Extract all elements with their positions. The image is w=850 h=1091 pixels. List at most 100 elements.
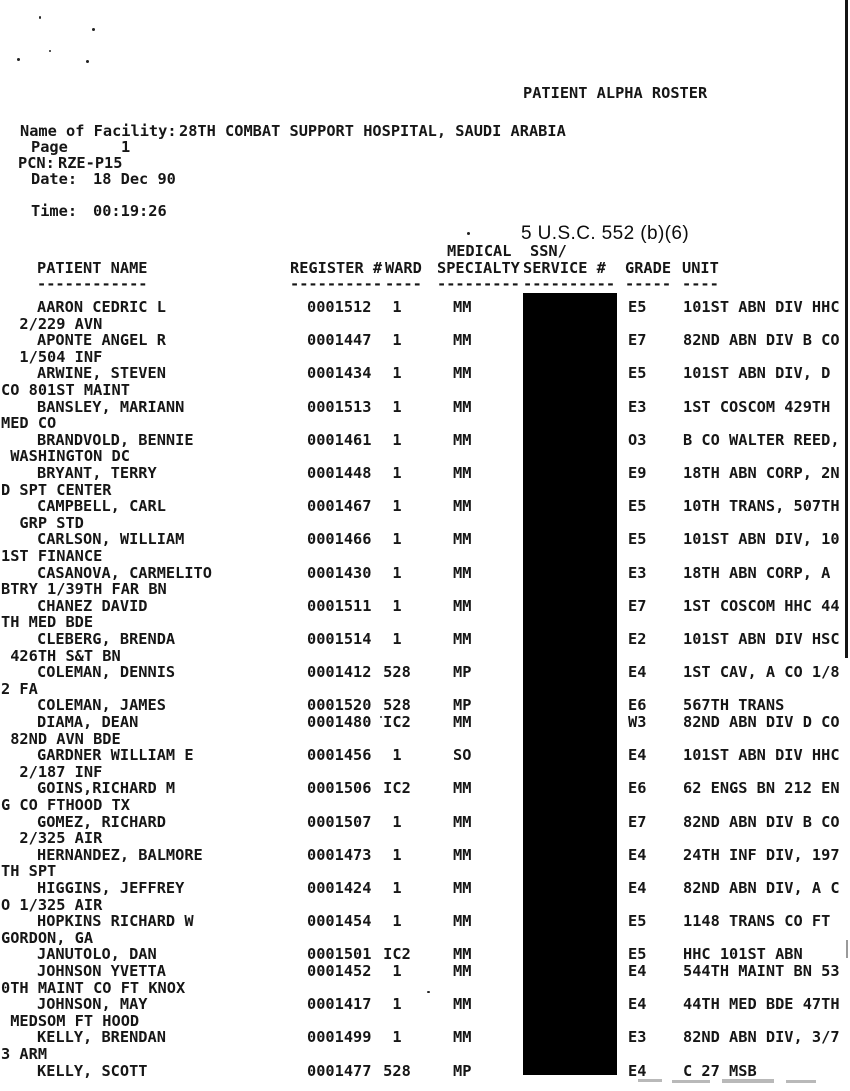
- roster-row-continuation: CO 801ST MAINT: [0, 382, 850, 400]
- unit-cell: 101ST ABN DIV HHC: [683, 298, 840, 316]
- unit-continuation-cell: GORDON, GA: [1, 929, 94, 947]
- register-number-cell: 0001511: [307, 597, 372, 615]
- patient-name-cell: KELLY, SCOTT: [37, 1062, 148, 1080]
- roster-row-continuation: 2/229 AVN: [0, 315, 850, 334]
- patient-name-cell: COLEMAN, DENNIS: [37, 663, 176, 681]
- time-label: Time:: [31, 202, 78, 220]
- roster-row: AARON CEDRIC L 0001512 1 MM E5 101ST ABN DIV …: [0, 298, 850, 317]
- unit-continuation-cell: MED CO: [1, 414, 57, 432]
- unit-cell: 101ST ABN DIV HHC: [683, 746, 840, 764]
- medical-specialty-cell: MM: [453, 995, 472, 1013]
- ward-cell: 1: [392, 879, 402, 897]
- patient-name-cell: APONTE ANGEL R: [37, 331, 166, 349]
- grade-cell: E4: [628, 846, 647, 864]
- register-number-cell: 0001501: [307, 945, 372, 963]
- ward-cell: 528: [383, 663, 411, 681]
- grade-cell: E4: [628, 962, 647, 980]
- ward-cell: 528: [383, 1062, 411, 1080]
- roster-row: BRYANT, TERRY 0001448 1 MM E9 18TH ABN CORP, …: [0, 464, 850, 483]
- unit-continuation-cell: 2/325 AIR: [1, 829, 103, 847]
- patient-name-cell: GARDNER WILLIAM E: [37, 746, 194, 764]
- unit-cell: 82ND ABN DIV B CO: [683, 331, 840, 349]
- roster-row: DIAMA, DEAN 0001480 IC2 MM W3 82ND ABN DIV D …: [0, 713, 850, 732]
- patient-name-cell: COLEMAN, JAMES: [37, 696, 166, 714]
- register-number-cell: 0001473: [307, 846, 372, 864]
- register-number-cell: 0001512: [307, 298, 372, 316]
- unit-continuation-cell: G CO FTHOOD TX: [1, 796, 130, 814]
- roster-row-continuation: 426TH S&T BN: [0, 648, 850, 666]
- unit-continuation-cell: 3 ARM: [1, 1045, 48, 1063]
- ward-cell: 1: [392, 497, 402, 515]
- medical-specialty-cell: MM: [453, 779, 472, 797]
- unit-cell: 62 ENGS BN 212 EN: [683, 779, 840, 797]
- date-value: 18 Dec 90: [93, 170, 176, 188]
- pcn-value: RZE-P15: [58, 154, 123, 172]
- unit-cell: B CO WALTER REED,: [683, 431, 840, 449]
- unit-cell: 1ST COSCOM 429TH: [683, 398, 831, 416]
- roster-row: HERNANDEZ, BALMORE 0001473 1 MM E4 24TH INF D…: [0, 846, 850, 865]
- unit-continuation-cell: WASHINGTON DC: [1, 447, 130, 465]
- unit-continuation-cell: O 1/325 AIR: [1, 896, 103, 914]
- roster-row-continuation: TH SPT: [0, 862, 850, 881]
- unit-continuation-cell: GRP STD: [1, 514, 84, 532]
- roster-row-continuation: MED CO: [0, 414, 850, 433]
- grade-cell: E3: [628, 398, 647, 416]
- unit-continuation-cell: TH SPT: [1, 862, 57, 880]
- unit-continuation-cell: 2/229 AVN: [1, 315, 103, 333]
- register-number-cell: 0001424: [307, 879, 372, 897]
- ward-cell: IC2: [383, 713, 411, 731]
- roster-row-continuation: MEDSOM FT HOOD: [0, 1013, 850, 1031]
- ward-cell: 1: [392, 431, 402, 449]
- scan-smudge: [672, 1080, 710, 1083]
- medical-specialty-cell: MP: [453, 696, 472, 714]
- grade-cell: E5: [628, 298, 647, 316]
- roster-row-continuation: GORDON, GA: [0, 929, 850, 948]
- ward-cell: IC2: [383, 945, 411, 963]
- medical-specialty-cell: MM: [453, 630, 472, 648]
- roster-row-continuation: D SPT CENTER: [0, 482, 850, 500]
- roster-row: KELLY, SCOTT 0001477 528 MP E4 C 27 MSB: [0, 1062, 850, 1081]
- unit-cell: 82ND ABN DIV, A C: [683, 879, 840, 897]
- register-number-cell: 0001467: [307, 497, 372, 515]
- scan-smudge: [786, 1080, 816, 1083]
- medical-specialty-cell: SO: [453, 746, 472, 764]
- medical-specialty-cell: MM: [453, 945, 472, 963]
- medical-specialty-cell: MP: [453, 663, 472, 681]
- roster-row-continuation: G CO FTHOOD TX: [0, 796, 850, 815]
- scan-speckle: [49, 50, 51, 52]
- medical-specialty-cell: MM: [453, 1028, 472, 1046]
- ward-cell: 1: [392, 995, 402, 1013]
- grade-cell: E3: [628, 1028, 647, 1046]
- ward-cell: 1: [392, 746, 402, 764]
- date-label: Date:: [31, 170, 78, 188]
- unit-cell: 18TH ABN CORP, A: [683, 564, 831, 582]
- unit-cell: 101ST ABN DIV HSC: [683, 630, 840, 648]
- ward-cell: 1: [392, 530, 402, 548]
- medical-specialty-cell: MM: [453, 962, 472, 980]
- roster-row: CASANOVA, CARMELITO 0001430 1 MM E3 18TH ABN …: [0, 564, 850, 583]
- roster-row: HOPKINS RICHARD W 0001454 1 MM E5 1148 TRANS …: [0, 912, 850, 931]
- grade-cell: E7: [628, 331, 647, 349]
- ward-cell: 1: [392, 630, 402, 648]
- roster-row: GOMEZ, RICHARD 0001507 1 MM E7 82ND ABN DIV B…: [0, 813, 850, 832]
- scan-speckle: [17, 58, 20, 61]
- ward-cell: 1: [392, 1028, 402, 1046]
- medical-specialty-cell: MM: [453, 298, 472, 316]
- header-underline-grade: -----: [625, 275, 672, 293]
- register-number-cell: 0001454: [307, 912, 372, 930]
- facility-value: 28TH COMBAT SUPPORT HOSPITAL, SAUDI ARAB…: [179, 122, 566, 140]
- page-edge-line: [845, 0, 848, 658]
- register-number-cell: 0001447: [307, 331, 372, 349]
- unit-continuation-cell: 1ST FINANCE: [1, 547, 103, 565]
- unit-cell: 82ND ABN DIV B CO: [683, 813, 840, 831]
- grade-cell: E9: [628, 464, 647, 482]
- header-underline-specialty: ---------: [437, 275, 520, 293]
- redaction-box: [523, 293, 617, 1075]
- medical-specialty-cell: MM: [453, 464, 472, 482]
- patient-name-cell: CAMPBELL, CARL: [37, 497, 166, 515]
- ward-cell: 1: [392, 597, 402, 615]
- roster-row: COLEMAN, JAMES 0001520 528 MP E6 567TH TRANS: [0, 696, 850, 715]
- roster-row-continuation: 3 ARM: [0, 1045, 850, 1064]
- roster-row-continuation: BTRY 1/39TH FAR BN: [0, 581, 850, 599]
- patient-name-cell: ARWINE, STEVEN: [37, 364, 166, 382]
